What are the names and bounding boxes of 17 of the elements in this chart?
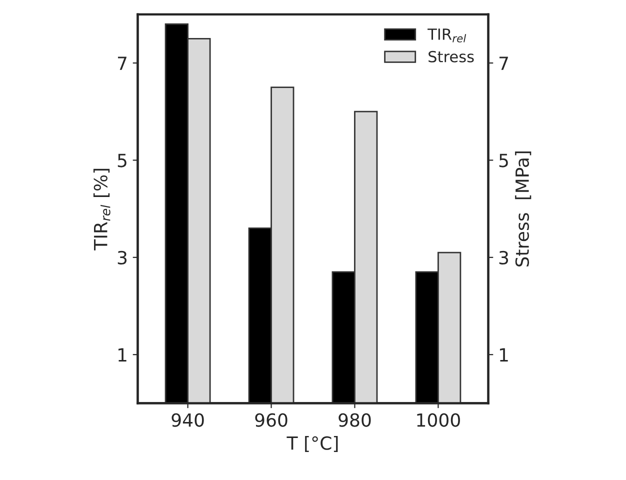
y2-tick-label: 1: [500, 348, 508, 362]
y-tick-label: 3: [118, 250, 127, 265]
y2-tick-label: 5: [499, 154, 508, 168]
y-tick-label: 5: [118, 154, 126, 168]
y-tick-label: 7: [118, 56, 126, 70]
y2-tick-label: 7: [499, 56, 508, 70]
y-axis-title: TIR$_{rel}$ [%]: [93, 168, 110, 250]
x-axis-title: T [°C]: [286, 436, 338, 452]
x-tick-label: 940: [172, 413, 204, 427]
y2-tick-label: 3: [499, 250, 508, 265]
y-tick-label: 1: [118, 348, 126, 362]
x-tick-label: 1000: [417, 413, 460, 427]
y2-axis-title: Stress [MPa]: [515, 151, 532, 266]
legend-label: Stress: [428, 50, 474, 62]
x-tick-label: 980: [338, 413, 371, 427]
legend-label: TIR$_{rel}$: [428, 28, 466, 42]
x-tick-label: 960: [255, 413, 288, 427]
